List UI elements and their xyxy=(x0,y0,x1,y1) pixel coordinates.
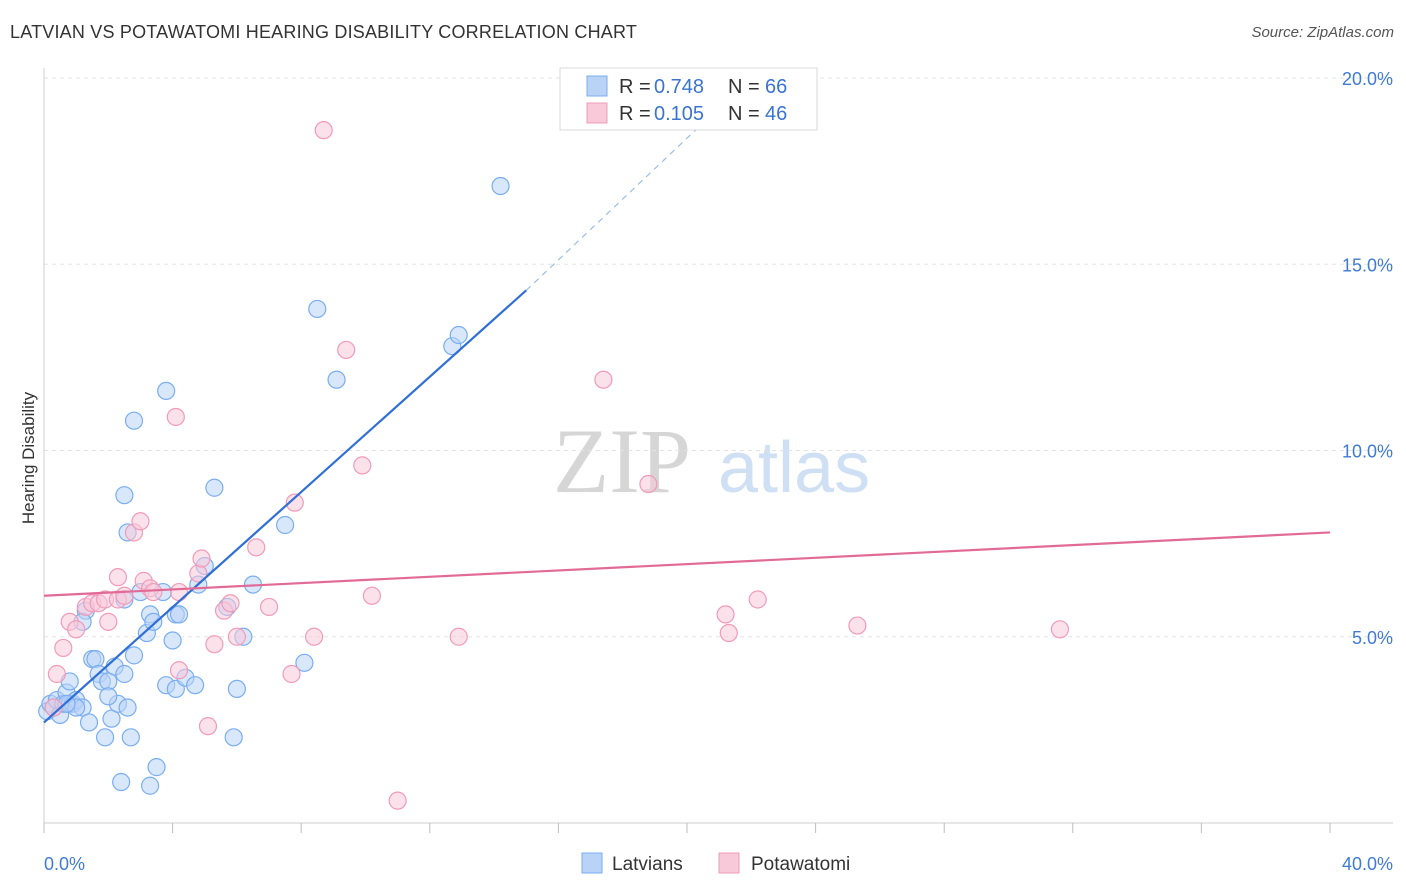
point-0-30 xyxy=(115,486,134,505)
axes xyxy=(43,68,1393,833)
point-1-4 xyxy=(67,620,86,639)
point-0-46 xyxy=(186,676,205,695)
point-1-23 xyxy=(198,717,218,736)
y-tick-label-2: 15.0% xyxy=(1342,255,1393,275)
chart-title: LATVIAN VS POTAWATOMI HEARING DISABILITY… xyxy=(10,22,638,42)
legend-n-value-1: 66 xyxy=(765,76,787,98)
point-0-13 xyxy=(79,713,99,732)
trend-lines xyxy=(43,107,1331,724)
point-0-55 xyxy=(276,515,295,535)
point-1-45 xyxy=(1050,620,1070,639)
legend-swatch-latvians xyxy=(586,75,608,97)
point-1-19 xyxy=(166,407,185,427)
point-1-29 xyxy=(259,597,279,617)
legend-n-label-1: N = xyxy=(728,76,760,98)
point-0-16 xyxy=(86,649,105,669)
point-0-61 xyxy=(491,176,510,196)
correlation-legend: R = 0.748 N = 66 R = 0.105 N = 46 xyxy=(559,67,818,131)
point-0-38 xyxy=(140,776,160,795)
point-1-17 xyxy=(144,582,163,602)
legend-r-label-1: R = xyxy=(619,76,651,98)
point-1-31 xyxy=(285,493,304,512)
watermark-zip: ZIP xyxy=(553,410,691,512)
point-0-40 xyxy=(157,381,176,400)
point-0-62 xyxy=(169,605,189,624)
point-0-32 xyxy=(124,411,144,430)
x-tick-label-1: 40.0% xyxy=(1342,854,1393,874)
data-points xyxy=(38,121,1070,810)
series-0-points xyxy=(38,176,510,795)
point-1-24 xyxy=(205,635,224,654)
trend-line-0 xyxy=(43,289,527,724)
bottom-legend-swatch-latvians xyxy=(581,852,603,874)
point-0-37 xyxy=(147,758,166,777)
point-1-20 xyxy=(169,661,189,680)
legend-r-value-2: 0.105 xyxy=(654,103,704,125)
point-0-58 xyxy=(327,370,346,389)
point-0-57 xyxy=(308,299,327,319)
point-1-43 xyxy=(748,590,767,609)
point-1-30 xyxy=(282,664,301,684)
point-1-44 xyxy=(848,616,867,635)
trend-line-dashed-0 xyxy=(525,107,720,291)
legend-n-value-2: 46 xyxy=(765,103,787,125)
point-1-34 xyxy=(337,340,356,360)
point-1-40 xyxy=(639,474,658,494)
point-1-41 xyxy=(716,605,735,624)
legend-r-value-1: 0.748 xyxy=(654,76,704,98)
point-0-56 xyxy=(295,653,314,672)
y-axis-label: Hearing Disability xyxy=(19,391,38,524)
point-1-2 xyxy=(54,638,73,658)
point-1-22 xyxy=(192,549,211,568)
point-0-26 xyxy=(118,698,137,717)
point-0-60 xyxy=(449,325,468,345)
point-0-63 xyxy=(99,687,118,706)
point-0-24 xyxy=(112,772,131,792)
point-1-28 xyxy=(247,538,266,557)
point-1-39 xyxy=(594,370,613,389)
point-1-38 xyxy=(449,627,468,646)
point-1-32 xyxy=(304,627,324,646)
point-1-36 xyxy=(362,586,382,605)
point-1-1 xyxy=(47,664,66,684)
point-0-27 xyxy=(121,728,140,747)
point-1-27 xyxy=(227,627,246,646)
bottom-legend-swatch-potawatomi xyxy=(718,852,740,874)
point-1-42 xyxy=(719,623,738,643)
point-1-26 xyxy=(221,594,240,613)
bottom-legend-potawatomi: Potawatomi xyxy=(751,854,850,875)
point-1-14 xyxy=(131,512,150,531)
y-tick-label-0: 5.0% xyxy=(1352,628,1393,648)
point-1-11 xyxy=(108,568,128,587)
point-0-36 xyxy=(144,612,163,631)
point-0-49 xyxy=(205,478,224,497)
point-1-9 xyxy=(99,612,118,631)
bottom-legend-latvians: Latvians xyxy=(612,854,683,875)
point-1-12 xyxy=(115,586,134,605)
point-1-35 xyxy=(353,456,372,475)
gridlines xyxy=(44,77,1393,638)
legend-swatch-potawatomi xyxy=(586,102,608,124)
point-1-33 xyxy=(314,121,333,140)
y-tick-label-1: 10.0% xyxy=(1342,442,1393,462)
point-0-28 xyxy=(124,646,144,665)
point-1-37 xyxy=(388,791,407,810)
watermark-atlas: atlas xyxy=(718,428,870,508)
y-tick-label-3: 20.0% xyxy=(1342,69,1393,89)
point-0-51 xyxy=(227,679,246,699)
point-0-52 xyxy=(224,728,243,747)
trend-line-1 xyxy=(43,531,1331,597)
tick-labels: 5.0% 10.0% 15.0% 20.0% 0.0% 40.0% xyxy=(44,69,1393,874)
point-0-19 xyxy=(95,728,115,747)
point-0-42 xyxy=(163,631,182,650)
source-label: Source: ZipAtlas.com xyxy=(1251,24,1394,41)
point-1-18 xyxy=(169,582,189,602)
series-1-points xyxy=(44,121,1070,810)
legend-r-label-2: R = xyxy=(619,103,651,125)
legend-n-label-2: N = xyxy=(728,103,760,125)
series-legend: Latvians Potawatomi xyxy=(581,852,850,875)
point-0-25 xyxy=(115,664,134,684)
x-tick-label-0: 0.0% xyxy=(44,854,85,874)
